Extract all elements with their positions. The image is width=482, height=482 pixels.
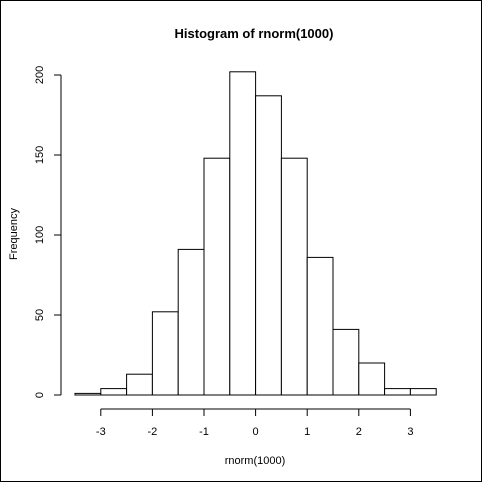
histogram-bar: [177, 248, 205, 396]
histogram-bar: [74, 392, 102, 396]
histogram-bar: [255, 95, 282, 396]
x-tick-label: 2: [356, 426, 362, 438]
x-tick-label: 1: [304, 426, 310, 438]
histogram-bar: [332, 328, 360, 396]
bars-group: [74, 71, 437, 396]
x-axis: -3 -2 -1 0 1 2 3: [96, 408, 413, 438]
x-tick-label: 3: [407, 426, 413, 438]
histogram-bar: [409, 388, 437, 396]
y-axis-label: Frequency: [8, 208, 20, 260]
x-tick-label: 0: [253, 426, 259, 438]
histogram-bar: [306, 256, 334, 396]
x-tick-label: -3: [96, 426, 106, 438]
histogram-bar: [358, 362, 386, 396]
histogram-bar: [100, 388, 128, 396]
histogram-bar: [203, 157, 231, 396]
y-tick-label: 150: [34, 146, 46, 164]
y-axis: 0 50 100 150 200: [34, 66, 62, 398]
histogram-bar: [229, 71, 257, 396]
y-tick-label: 0: [34, 392, 46, 398]
y-tick-label: 100: [34, 226, 46, 244]
x-tick-label: -2: [148, 426, 158, 438]
histogram-bar: [384, 388, 411, 396]
chart-title: Histogram of rnorm(1000): [175, 26, 334, 41]
histogram-bar: [126, 373, 153, 396]
x-tick-label: -1: [199, 426, 209, 438]
histogram-bar: [151, 311, 179, 396]
x-axis-label: rnorm(1000): [225, 455, 286, 467]
y-tick-label: 50: [34, 309, 46, 321]
y-tick-label: 200: [34, 66, 46, 84]
histogram-bar: [280, 157, 308, 396]
